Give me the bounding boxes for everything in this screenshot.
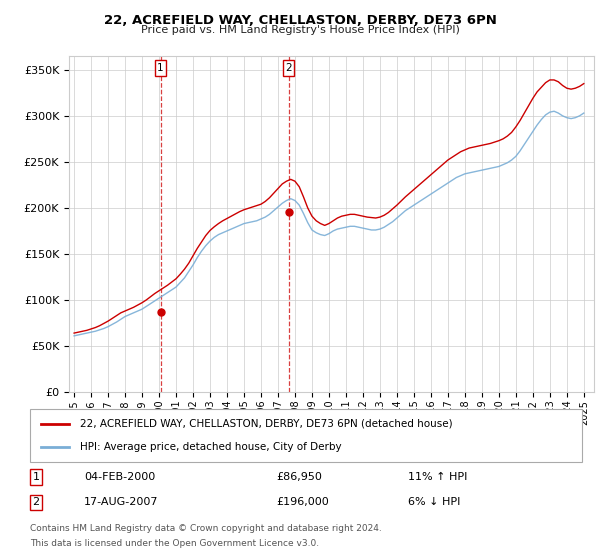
Text: 17-AUG-2007: 17-AUG-2007 (84, 497, 158, 507)
Text: 6% ↓ HPI: 6% ↓ HPI (408, 497, 460, 507)
Text: HPI: Average price, detached house, City of Derby: HPI: Average price, detached house, City… (80, 442, 341, 452)
Text: 1: 1 (32, 472, 40, 482)
Text: 2: 2 (285, 63, 292, 73)
Text: 11% ↑ HPI: 11% ↑ HPI (408, 472, 467, 482)
Text: 04-FEB-2000: 04-FEB-2000 (84, 472, 155, 482)
Text: Price paid vs. HM Land Registry's House Price Index (HPI): Price paid vs. HM Land Registry's House … (140, 25, 460, 35)
Text: 22, ACREFIELD WAY, CHELLASTON, DERBY, DE73 6PN: 22, ACREFIELD WAY, CHELLASTON, DERBY, DE… (104, 14, 496, 27)
Text: 1: 1 (157, 63, 164, 73)
Text: £196,000: £196,000 (276, 497, 329, 507)
Text: 2: 2 (32, 497, 40, 507)
Text: This data is licensed under the Open Government Licence v3.0.: This data is licensed under the Open Gov… (30, 539, 319, 548)
Text: £86,950: £86,950 (276, 472, 322, 482)
FancyBboxPatch shape (30, 409, 582, 462)
Text: Contains HM Land Registry data © Crown copyright and database right 2024.: Contains HM Land Registry data © Crown c… (30, 524, 382, 533)
Text: 22, ACREFIELD WAY, CHELLASTON, DERBY, DE73 6PN (detached house): 22, ACREFIELD WAY, CHELLASTON, DERBY, DE… (80, 419, 452, 429)
